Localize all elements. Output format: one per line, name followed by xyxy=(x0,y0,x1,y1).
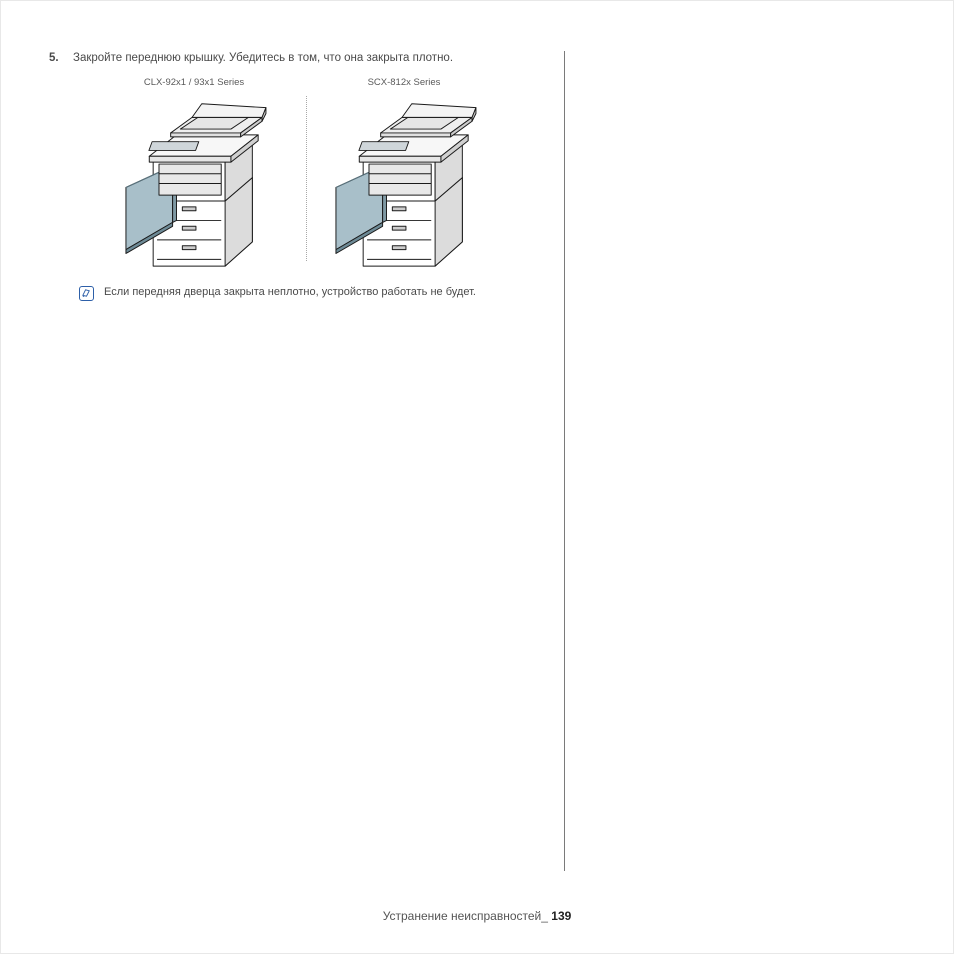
note-text: Если передняя дверца закрыта неплотно, у… xyxy=(104,285,476,300)
step-5: 5. Закройте переднюю крышку. Убедитесь в… xyxy=(49,51,544,67)
vertical-dotted-divider xyxy=(306,96,307,261)
right-column xyxy=(564,51,905,871)
footer-page-number: 139 xyxy=(551,909,571,923)
printer-right-cell xyxy=(299,96,509,271)
printer-clx-illustration xyxy=(114,96,274,271)
label-clx-series: CLX-92x1 / 93x1 Series xyxy=(89,77,299,88)
footer-section: Устранение неисправностей_ xyxy=(383,909,552,923)
manual-page: 5. Закройте переднюю крышку. Убедитесь в… xyxy=(0,0,954,954)
printer-left-cell xyxy=(89,96,299,271)
label-scx-series: SCX-812x Series xyxy=(299,77,509,88)
step-number: 5. xyxy=(49,51,63,67)
step-text: Закройте переднюю крышку. Убедитесь в то… xyxy=(73,51,453,67)
note-icon xyxy=(79,286,94,301)
two-column-layout: 5. Закройте переднюю крышку. Убедитесь в… xyxy=(49,51,905,871)
printer-model-labels: CLX-92x1 / 93x1 Series SCX-812x Series xyxy=(49,77,544,88)
note: Если передняя дверца закрыта неплотно, у… xyxy=(49,285,544,301)
printer-illustrations xyxy=(49,96,544,271)
printer-scx-illustration xyxy=(324,96,484,271)
page-footer: Устранение неисправностей_ 139 xyxy=(1,909,953,923)
left-column: 5. Закройте переднюю крышку. Убедитесь в… xyxy=(49,51,564,871)
